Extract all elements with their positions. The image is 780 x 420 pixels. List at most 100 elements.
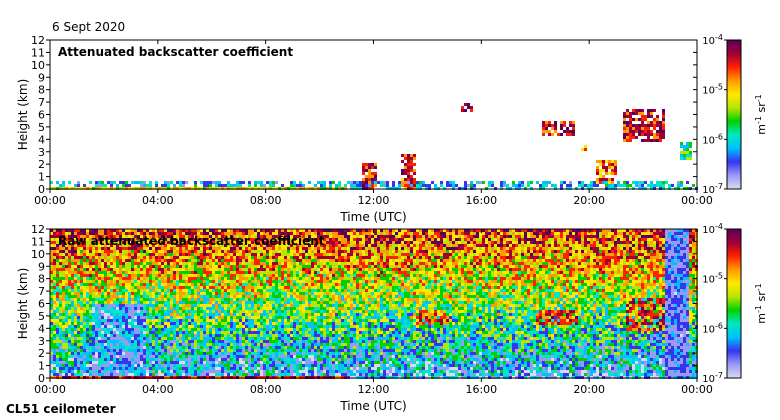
heatmap-cell xyxy=(491,184,494,187)
heatmap-cell xyxy=(626,133,629,136)
heatmap-cell xyxy=(206,238,209,241)
heatmap-cell xyxy=(110,310,113,313)
heatmap-cell xyxy=(203,280,206,283)
heatmap-cell xyxy=(53,298,56,301)
heatmap-cell xyxy=(161,343,164,346)
heatmap-cell xyxy=(266,232,269,235)
heatmap-cell xyxy=(140,268,143,271)
heatmap-cell xyxy=(191,247,194,250)
heatmap-cell xyxy=(290,310,293,313)
heatmap-cell xyxy=(182,256,185,259)
heatmap-cell xyxy=(656,115,659,118)
heatmap-cell xyxy=(293,361,296,364)
heatmap-cell xyxy=(293,367,296,370)
heatmap-cell xyxy=(236,244,239,247)
heatmap-cell xyxy=(161,250,164,253)
heatmap-cell xyxy=(182,334,185,337)
heatmap-cell xyxy=(248,268,251,271)
heatmap-cell xyxy=(278,334,281,337)
heatmap-cell xyxy=(287,319,290,322)
heatmap-cell xyxy=(98,322,101,325)
heatmap-cell xyxy=(266,316,269,319)
heatmap-cell xyxy=(209,253,212,256)
heatmap-cell xyxy=(134,334,137,337)
heatmap-cell xyxy=(62,262,65,265)
heatmap-cell xyxy=(218,289,221,292)
heatmap-cell xyxy=(191,343,194,346)
heatmap-cell xyxy=(290,373,293,376)
heatmap-cell xyxy=(74,283,77,286)
heatmap-cell xyxy=(137,322,140,325)
heatmap-cell xyxy=(107,316,110,319)
heatmap-cell xyxy=(155,367,158,370)
heatmap-cell xyxy=(134,289,137,292)
heatmap-cell xyxy=(254,334,257,337)
heatmap-cell xyxy=(230,301,233,304)
heatmap-cell xyxy=(113,304,116,307)
heatmap-cell xyxy=(200,364,203,367)
heatmap-cell xyxy=(185,292,188,295)
heatmap-cell xyxy=(371,175,374,178)
heatmap-cell xyxy=(527,181,530,184)
heatmap-cell xyxy=(89,313,92,316)
heatmap-cell xyxy=(281,298,284,301)
heatmap-cell xyxy=(107,298,110,301)
heatmap-cell xyxy=(245,244,248,247)
heatmap-cell xyxy=(644,127,647,130)
heatmap-cell xyxy=(113,331,116,334)
heatmap-cell xyxy=(74,361,77,364)
heatmap-cell xyxy=(113,289,116,292)
heatmap-cell xyxy=(266,364,269,367)
heatmap-cell xyxy=(281,373,284,376)
heatmap-cell xyxy=(86,289,89,292)
heatmap-cell xyxy=(299,256,302,259)
heatmap-cell xyxy=(161,346,164,349)
heatmap-cell xyxy=(167,301,170,304)
heatmap-cell xyxy=(164,301,167,304)
heatmap-cell xyxy=(104,346,107,349)
heatmap-cell xyxy=(296,352,299,355)
heatmap-cell xyxy=(236,229,239,232)
heatmap-cell xyxy=(164,331,167,334)
heatmap-cell xyxy=(53,301,56,304)
heatmap-cell xyxy=(86,310,89,313)
heatmap-cell xyxy=(221,256,224,259)
heatmap-cell xyxy=(92,292,95,295)
heatmap-cell xyxy=(227,289,230,292)
heatmap-cell xyxy=(107,283,110,286)
heatmap-cell xyxy=(116,274,119,277)
heatmap-cell xyxy=(281,313,284,316)
heatmap-cell xyxy=(113,280,116,283)
heatmap-cell xyxy=(122,259,125,262)
heatmap-cell xyxy=(605,184,608,187)
heatmap-cell xyxy=(230,250,233,253)
heatmap-cell xyxy=(125,313,128,316)
heatmap-cell xyxy=(233,367,236,370)
heatmap-cell xyxy=(158,283,161,286)
heatmap-cell xyxy=(152,247,155,250)
heatmap-cell xyxy=(50,295,53,298)
heatmap-cell xyxy=(248,283,251,286)
heatmap-cell xyxy=(149,229,152,232)
heatmap-cell xyxy=(212,361,215,364)
heatmap-cell xyxy=(410,163,413,166)
heatmap-cell xyxy=(263,253,266,256)
heatmap-cell xyxy=(101,316,104,319)
heatmap-cell xyxy=(59,289,62,292)
heatmap-cell xyxy=(62,370,65,373)
heatmap-cell xyxy=(200,253,203,256)
heatmap-cell xyxy=(101,238,104,241)
heatmap-cell xyxy=(50,286,53,289)
heatmap-cell xyxy=(242,352,245,355)
heatmap-cell xyxy=(287,337,290,340)
heatmap-cell xyxy=(227,361,230,364)
heatmap-cell xyxy=(293,301,296,304)
heatmap-cell xyxy=(140,259,143,262)
heatmap-cell xyxy=(254,310,257,313)
heatmap-cell xyxy=(263,352,266,355)
heatmap-cell xyxy=(149,181,152,184)
heatmap-cell xyxy=(92,298,95,301)
heatmap-cell xyxy=(212,322,215,325)
heatmap-cell xyxy=(515,184,518,187)
heatmap-cell xyxy=(191,337,194,340)
